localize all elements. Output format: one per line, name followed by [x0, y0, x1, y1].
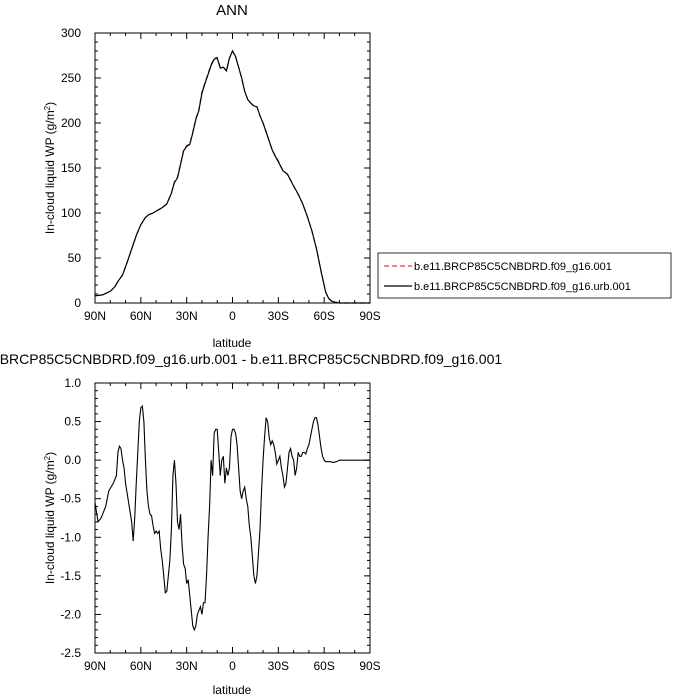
y-tick-label: 300	[61, 26, 81, 40]
panel-bottom: b.e11.BRCP85C5CNBDRD.f09_g16.urb.001 - b…	[0, 351, 502, 697]
y-tick-label: 50	[68, 251, 82, 265]
series-line-1	[94, 49, 370, 304]
y-tick-label: -2.0	[60, 607, 81, 621]
y-tick-label: 0.0	[64, 453, 81, 467]
y-tick-label: 150	[61, 161, 81, 175]
x-tick-label: 60N	[130, 309, 152, 323]
y-tick-label: -2.5	[60, 646, 81, 660]
y-tick-label: 200	[61, 116, 81, 130]
x-tick-label: 30S	[268, 659, 289, 673]
x-tick-label: 60N	[130, 659, 152, 673]
x-tick-label: 60S	[313, 309, 334, 323]
legend: b.e11.BRCP85C5CNBDRD.f09_g16.001 b.e11.BR…	[377, 252, 672, 299]
y-tick-label: 0.5	[64, 415, 81, 429]
legend-box	[377, 252, 672, 299]
chart-title: ANN	[216, 2, 248, 19]
plot-frame	[94, 32, 371, 304]
x-tick-label: 30S	[268, 309, 289, 323]
x-axis-label: latitude	[213, 336, 252, 350]
difference-chart-title: b.e11.BRCP85C5CNBDRD.f09_g16.urb.001 - b…	[0, 351, 502, 367]
legend-entry: b.e11.BRCP85C5CNBDRD.f09_g16.001	[414, 261, 612, 273]
x-axis-label-difference: latitude	[213, 683, 252, 697]
y-tick-label: -0.5	[60, 492, 81, 506]
series-line-0	[94, 49, 370, 304]
y-tick-label: 1.0	[64, 376, 81, 390]
plot-area: 90N 60N 30N 0 30S 60S 90S 0 50 100 150 200 250 300	[61, 26, 381, 323]
x-tick-label: 90S	[359, 659, 380, 673]
series-line-0	[94, 404, 370, 632]
plot-area-difference: 90N 60N 30N 0 30S 60S 90S -2.5 -2.0 -1.5 -1.0 -0.5 0…	[60, 376, 380, 673]
y-tick-label: 250	[61, 71, 81, 85]
x-tick-label: 90S	[359, 309, 380, 323]
legend-entry: b.e11.BRCP85C5CNBDRD.f09_g16.urb.001	[414, 281, 631, 293]
x-tick-label: 30N	[176, 659, 198, 673]
x-tick-label: 30N	[176, 309, 198, 323]
x-tick-label: 0	[229, 309, 236, 323]
y-tick-label: 100	[61, 206, 81, 220]
x-tick-label: 90N	[84, 659, 106, 673]
plot-frame	[94, 382, 371, 654]
x-tick-label: 0	[229, 659, 236, 673]
y-tick-label: -1.0	[60, 530, 81, 544]
x-tick-label: 60S	[313, 659, 334, 673]
panel-top: ANN 90N 60N 30N 0 30S 60S 90S 0 50 100 150 200 250 30…	[43, 2, 672, 350]
y-axis-label: In-cloud liquid WP (g/m2)	[43, 102, 58, 234]
x-tick-label: 90N	[84, 309, 106, 323]
y-tick-label: 0	[74, 296, 81, 310]
y-tick-label: -1.5	[60, 569, 81, 583]
y-axis-label-difference: In-cloud liquid WP (g/m2)	[43, 452, 58, 584]
